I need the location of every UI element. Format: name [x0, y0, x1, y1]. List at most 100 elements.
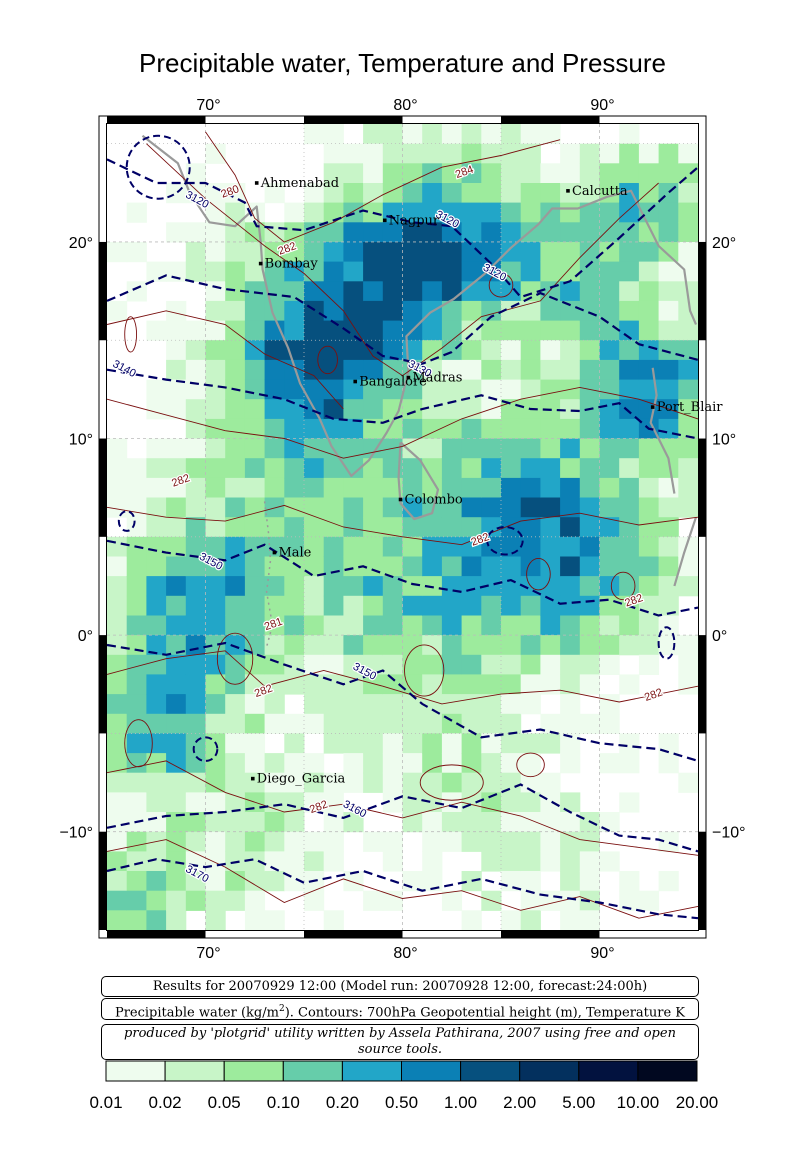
water-cell	[244, 320, 266, 341]
water-cell	[599, 458, 620, 479]
water-cell	[619, 359, 640, 381]
lat-tick-label: 0°	[78, 628, 93, 645]
water-cell	[501, 183, 522, 204]
water-cell	[264, 674, 285, 695]
water-cell	[579, 576, 600, 597]
water-cell	[501, 576, 522, 597]
water-cell	[481, 202, 502, 223]
city-marker	[650, 405, 655, 409]
water-cell	[560, 753, 581, 774]
water-cell	[225, 340, 246, 361]
water-cell	[244, 517, 266, 538]
water-cell	[461, 517, 482, 538]
water-cell	[560, 497, 581, 518]
water-cell	[185, 576, 206, 597]
pressure-contour	[106, 274, 699, 365]
water-cell	[579, 595, 600, 616]
legend-swatch	[401, 1060, 462, 1082]
water-cell	[560, 359, 581, 381]
water-cell	[225, 261, 246, 282]
temperature-contour	[106, 386, 699, 459]
water-cell	[363, 654, 384, 675]
city-marker	[254, 181, 259, 185]
water-cell	[520, 379, 541, 400]
water-cell	[126, 674, 147, 695]
pressure-contour	[125, 134, 191, 200]
water-cell	[422, 320, 443, 341]
water-cell	[658, 615, 679, 636]
water-cell	[284, 399, 305, 420]
water-cell	[540, 890, 561, 911]
water-cell	[560, 556, 581, 577]
water-cell	[146, 890, 167, 911]
water-cell	[343, 595, 364, 616]
water-cell	[579, 851, 600, 872]
water-cell	[422, 851, 443, 872]
water-cell	[264, 458, 285, 479]
water-cell	[520, 261, 541, 282]
water-cell	[619, 418, 640, 440]
water-cell	[205, 222, 226, 243]
coastline	[141, 134, 698, 648]
water-cell	[363, 733, 384, 754]
water-cell	[146, 851, 167, 872]
water-cell	[481, 851, 502, 872]
water-cell	[185, 359, 206, 381]
water-cell	[422, 202, 443, 223]
water-cell	[126, 615, 147, 636]
water-cell	[244, 576, 266, 597]
temperature-contour	[106, 760, 699, 856]
water-cell	[146, 694, 167, 715]
water-cell	[166, 772, 187, 793]
water-cell	[146, 556, 167, 577]
water-cell	[599, 694, 620, 715]
water-cell	[638, 635, 660, 656]
water-cell	[343, 654, 364, 675]
water-cell	[185, 536, 206, 557]
water-cell	[441, 418, 463, 440]
water-cell	[422, 242, 443, 263]
water-cell	[382, 202, 403, 223]
water-cell	[678, 242, 699, 263]
credits-info: produced by 'plotgrid' utility written b…	[101, 1024, 699, 1060]
water-cell	[244, 438, 266, 459]
water-cell	[126, 851, 147, 872]
water-cell	[540, 340, 561, 361]
water-cell	[225, 300, 246, 322]
temperature-contour	[610, 571, 636, 601]
water-cell	[540, 517, 561, 538]
water-cell	[402, 143, 423, 164]
water-cell	[146, 379, 167, 400]
water-cell	[560, 477, 581, 499]
water-cell	[402, 536, 423, 557]
water-cell	[284, 792, 305, 813]
water-cell	[264, 812, 285, 833]
variables-text-a: Precipitable water (kg/m	[114, 1005, 279, 1021]
water-cell	[146, 635, 167, 656]
water-cell	[638, 576, 660, 597]
water-cell	[599, 713, 620, 734]
water-cell	[166, 340, 187, 361]
water-cell	[520, 812, 541, 833]
water-cell	[304, 222, 325, 243]
water-cell	[579, 674, 600, 695]
water-cell	[382, 320, 403, 341]
city-marker	[250, 776, 255, 781]
temperature-contour	[106, 650, 699, 705]
water-cell	[284, 222, 305, 243]
water-cell	[343, 733, 364, 754]
water-cell	[304, 202, 325, 223]
water-cell	[363, 359, 384, 381]
water-cell	[185, 497, 206, 518]
water-cell	[520, 674, 541, 695]
water-cell	[678, 222, 699, 243]
water-cell	[422, 635, 443, 656]
water-cell	[225, 222, 246, 243]
water-cell	[126, 576, 147, 597]
water-cell	[185, 812, 206, 833]
water-cell	[540, 458, 561, 479]
water-cell	[658, 300, 679, 322]
water-cell	[166, 753, 187, 774]
water-cell	[441, 379, 463, 400]
water-cell	[323, 733, 344, 754]
